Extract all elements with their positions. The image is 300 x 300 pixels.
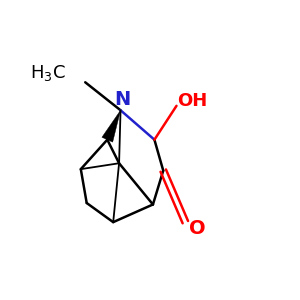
Polygon shape — [102, 110, 121, 142]
Text: O: O — [189, 219, 206, 238]
Text: N: N — [114, 90, 130, 109]
Text: H$_3$C: H$_3$C — [30, 63, 66, 83]
Text: OH: OH — [178, 92, 208, 110]
